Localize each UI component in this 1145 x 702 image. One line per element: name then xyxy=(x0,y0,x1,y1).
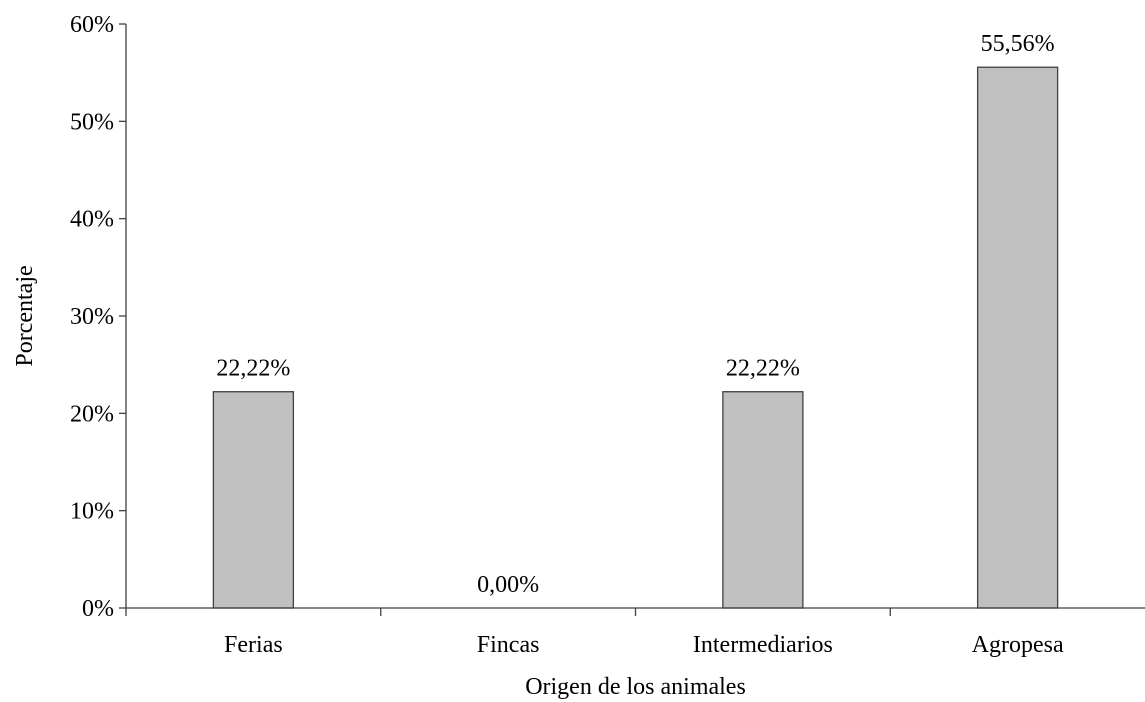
x-tick-label: Ferias xyxy=(224,632,283,658)
y-axis-ticks: 0% 10% 20% 30% 40% 50% 60% xyxy=(70,12,126,622)
x-tick-label: Agropesa xyxy=(972,632,1064,658)
y-tick-label: 20% xyxy=(70,401,114,427)
data-label: 22,22% xyxy=(216,356,290,382)
y-tick-label: 60% xyxy=(70,12,114,38)
x-tick-label: Fincas xyxy=(477,632,540,658)
x-axis-title: Origen de los animales xyxy=(525,674,746,700)
y-tick-label: 50% xyxy=(70,109,114,135)
y-tick-label: 10% xyxy=(70,499,114,525)
y-tick-label: 30% xyxy=(70,304,114,330)
y-tick-label: 0% xyxy=(82,596,114,622)
bar-agropesa xyxy=(976,66,1059,609)
x-tick-label: Intermediarios xyxy=(693,632,833,658)
bar-ferias xyxy=(212,391,295,609)
y-axis-title: Porcentaje xyxy=(12,265,38,366)
data-label: 22,22% xyxy=(726,356,800,382)
bars-group xyxy=(212,66,1059,609)
x-axis-ticks: Ferias Fincas Intermediarios Agropesa xyxy=(125,608,1064,658)
data-labels-group: 22,22% 0,00% 22,22% 55,56% xyxy=(216,31,1054,598)
data-label: 55,56% xyxy=(981,31,1055,57)
y-tick-label: 40% xyxy=(70,207,114,233)
data-label: 0,00% xyxy=(477,572,539,598)
bar-intermediarios xyxy=(722,391,804,609)
